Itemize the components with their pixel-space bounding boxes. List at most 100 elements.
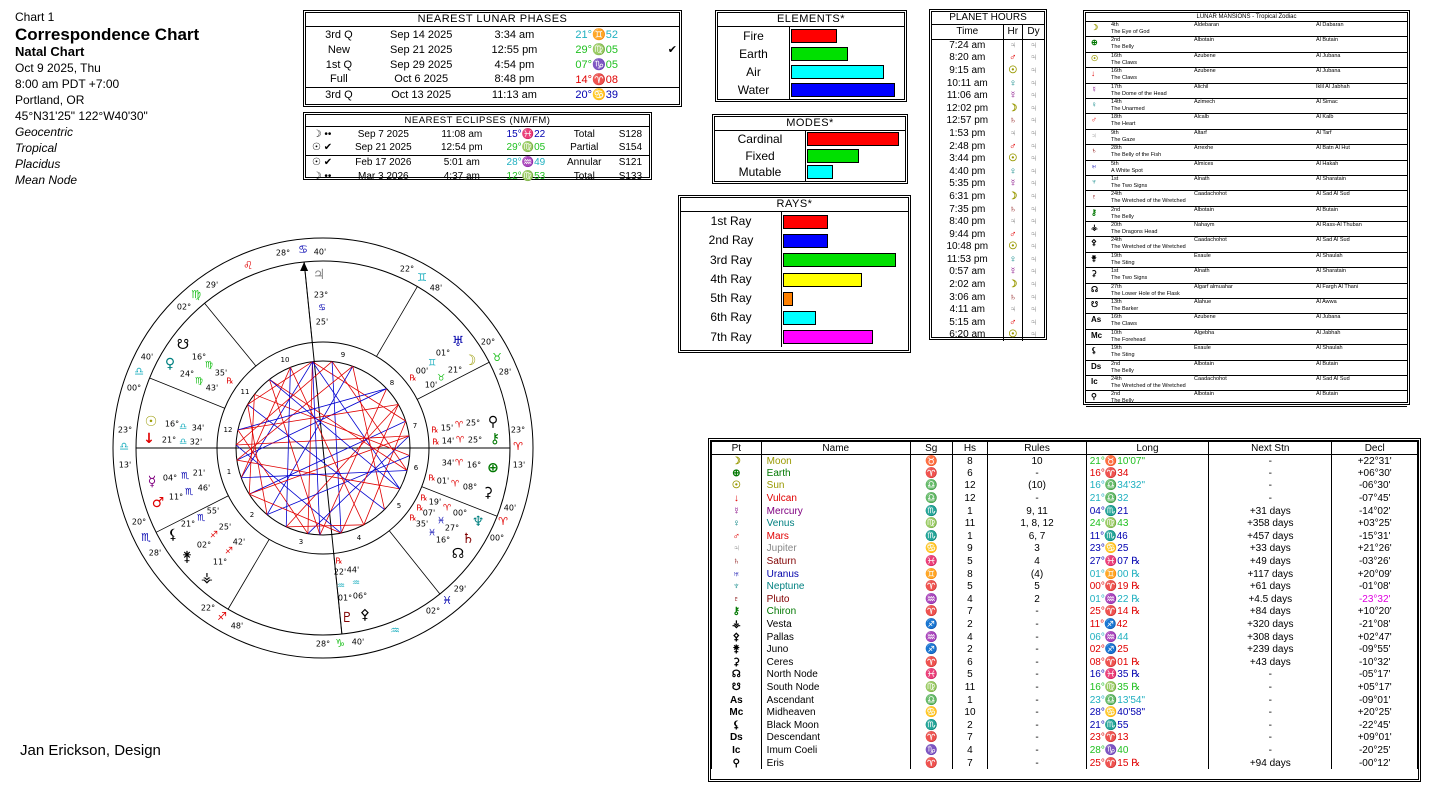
planet-longitude: 23°♈13 [1085, 731, 1210, 745]
planet-declination: -21°08' [1331, 618, 1418, 631]
day-ruler-icon: ♃ [1022, 177, 1044, 191]
cusp-degree: 00° [490, 534, 504, 543]
planet-sign: ♊ [909, 567, 953, 581]
mansion-number: 24th [1111, 375, 1122, 382]
mansion-meaning: The Lower Hole of the Flask [1111, 290, 1180, 297]
hour-time: 8:20 am [949, 52, 986, 64]
planet-declination: -22°45' [1331, 718, 1418, 732]
planet-glyph-icon: ⚴ [360, 607, 370, 623]
retrograde-icon: ℞ [431, 426, 438, 435]
mansion-star: Exaule [1194, 345, 1211, 352]
hour-ruler-icon: ☉ [1002, 240, 1023, 254]
day-ruler-icon: ♃ [1022, 164, 1044, 178]
planet-minute: 35' [215, 369, 227, 378]
planet-glyph-icon: ⚳ [483, 485, 493, 501]
planet-rules: (4) [987, 567, 1087, 581]
planet-degree: 27° [445, 524, 459, 533]
planet-sign: ♒ [909, 630, 953, 644]
elements-bar [791, 47, 848, 61]
mansion-number: 1st [1111, 175, 1119, 182]
planet-declination: +02°47' [1331, 630, 1418, 644]
cusp-sign-icon: ♋ [298, 243, 308, 256]
planet-sign: ♉ [909, 454, 953, 468]
cusp-degree: 28° [276, 249, 290, 258]
chart-option: Placidus [15, 157, 61, 171]
phase-time: 4:54 pm [494, 58, 535, 71]
house-number: 7 [413, 422, 417, 430]
planet-glyph-icon: ⚵ [182, 549, 192, 565]
mansion-planet-icon: ☋ [1091, 300, 1099, 310]
mansion-number: 16th [1111, 68, 1122, 75]
aspect-line [237, 429, 309, 534]
modes-row: Mutable [715, 164, 905, 181]
mansion-meaning: The Belly [1111, 213, 1134, 220]
planet-name: Venus [760, 517, 911, 531]
elements-title: ELEMENTS* [718, 13, 904, 27]
hours-col-header: Dy [1022, 25, 1044, 40]
eclipse-icon: ☽ •• [312, 128, 332, 140]
mansion-star: Alnath [1194, 175, 1210, 182]
hour-ruler-icon: ☉ [1002, 152, 1023, 165]
cusp-degree: 23° [118, 426, 132, 435]
planet-next-station: +61 days [1208, 580, 1333, 594]
rays-bar [783, 311, 816, 326]
mansion-meaning: The Claws [1111, 75, 1137, 82]
planet-icon: ⚷ [711, 605, 762, 619]
aspect-line [312, 361, 406, 422]
aspect-line [340, 404, 399, 534]
chart-number: Chart 1 [15, 10, 55, 24]
planet-rules: - [987, 656, 1087, 669]
planet-sign: ♎ [909, 479, 953, 493]
day-ruler-icon: ♃ [1022, 39, 1044, 52]
mansion-meaning: The Heart [1111, 121, 1136, 128]
planet-sign-icon: ♍ [205, 361, 213, 371]
planet-sign-icon: ♈ [455, 421, 464, 431]
phase-date: Oct 13 2025 [391, 88, 452, 101]
planet-next-station: +239 days [1208, 643, 1333, 656]
hour-time: 12:02 pm [946, 102, 989, 114]
planet-longitude: 16°♎34'32" [1085, 479, 1210, 493]
planet-rules: - [987, 643, 1087, 656]
mansion-arabic: Al Jubana [1316, 314, 1341, 321]
planet-next-station: +49 days [1208, 555, 1333, 568]
planet-declination: -07°45' [1331, 492, 1418, 505]
planet-row: ♅ Uranus ♊ 8 (4) 01°♊00 ℞ +117 days +20°09' [711, 567, 1418, 581]
day-ruler-icon: ♃ [1022, 240, 1044, 254]
planet-minute: 15' [441, 424, 453, 433]
hour-time: 7:35 pm [949, 203, 986, 215]
mansion-row: ☋ 13th The Barker Alahue Al Awwa [1086, 299, 1407, 315]
cusp-degree: 22° [400, 265, 414, 274]
planet-house: 2 [951, 718, 989, 732]
aspect-line [319, 388, 387, 536]
mansion-planet-icon: ♅ [1091, 161, 1097, 171]
chart-place: Portland, OR [15, 93, 85, 107]
rays-row: 7th Ray [681, 327, 908, 348]
planet-sign: ♋ [909, 706, 953, 719]
planet-sign: ♓ [909, 555, 953, 568]
planet-hour-row: 8:20 am ♂ ♃ [932, 51, 1044, 65]
planet-next-station: - [1208, 668, 1333, 682]
planet-longitude: 25°♈14 ℞ [1085, 605, 1210, 619]
hour-time: 5:15 am [949, 316, 986, 328]
day-ruler-icon: ♃ [1022, 290, 1044, 304]
mansion-meaning: The Wretched of the Wretched [1111, 382, 1186, 389]
mansion-row: ☉ 16th The Claws Azubene Al Jubana [1086, 53, 1407, 69]
mansion-meaning: The Dome of the Head [1111, 90, 1167, 97]
hour-time: 3:44 pm [949, 153, 986, 165]
planet-hour-row: 5:15 am ♂ ♃ [932, 316, 1044, 329]
mansion-star: Azubene [1194, 314, 1216, 321]
mansion-star: Albotain [1194, 37, 1214, 44]
planet-hour-row: 12:57 pm ♄ ♃ [932, 114, 1044, 128]
planet-glyph-icon: ☿ [148, 474, 157, 490]
planet-declination: -09°55' [1331, 643, 1418, 656]
planet-longitude: 25°♈15 ℞ [1085, 756, 1210, 770]
mansion-number: 10th [1111, 329, 1122, 336]
planet-hour-row: 3:44 pm ☉ ♃ [932, 152, 1044, 165]
planet-longitude: 16°♈34 [1085, 467, 1210, 480]
hour-ruler-icon: ♀ [1002, 164, 1023, 178]
planet-minute: 25' [219, 523, 231, 532]
planet-sign: ♐ [909, 618, 953, 631]
mansion-star: Caadachohot [1194, 191, 1227, 198]
cusp-minute: 13' [513, 461, 525, 470]
